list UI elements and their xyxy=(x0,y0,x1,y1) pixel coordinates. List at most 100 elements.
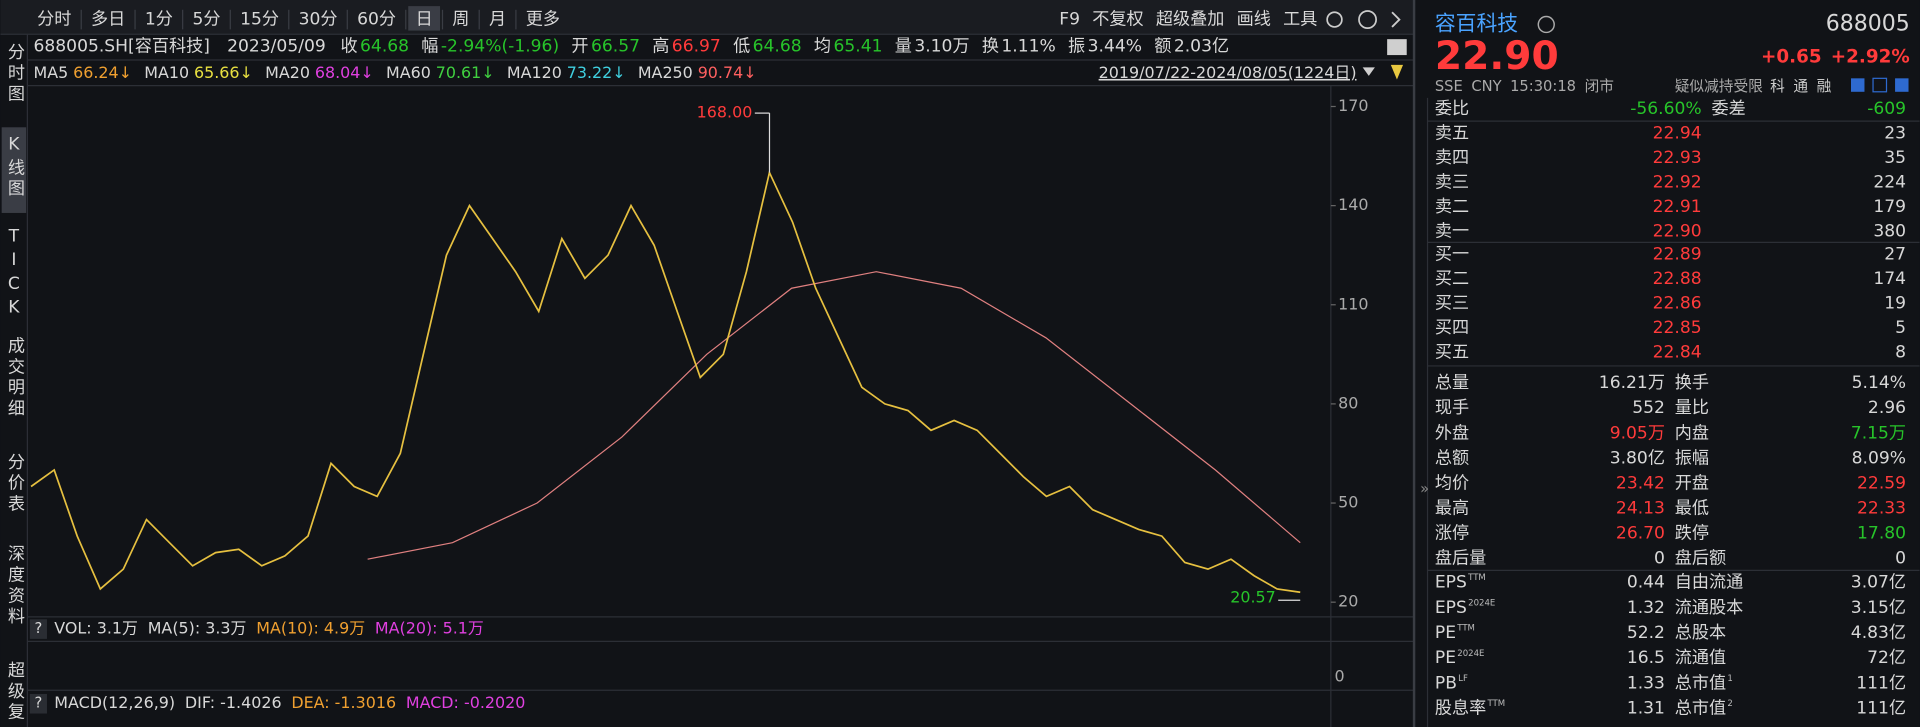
stat-value: 4.83亿 xyxy=(1851,623,1906,643)
stat-label: EPS xyxy=(1435,598,1467,618)
ma-value: 65.66 xyxy=(194,63,240,82)
side-tab[interactable]: 深度资料 xyxy=(4,545,25,628)
period-tab[interactable]: 周 xyxy=(452,10,469,30)
tool-button[interactable]: 不复权 xyxy=(1092,10,1143,30)
y-tick-label: 0 xyxy=(1335,666,1345,685)
side-tab[interactable]: 成交明细 xyxy=(4,337,25,420)
stat-value: 22.33 xyxy=(1857,499,1906,519)
ma-value: 70.61 xyxy=(436,63,482,82)
side-tab[interactable]: 超级复 xyxy=(4,661,25,723)
ob-price: 22.89 xyxy=(1653,245,1702,265)
stock-code: 688005.SH[容百科技] xyxy=(34,37,210,57)
badge: 融 xyxy=(1817,78,1832,95)
ob-price: 22.88 xyxy=(1653,269,1702,289)
stock-code: 688005 xyxy=(1826,11,1910,36)
ob-volume: 380 xyxy=(1873,221,1906,241)
period-tab[interactable]: 15分 xyxy=(240,10,279,30)
date: 2023/05/09 xyxy=(227,37,326,57)
stat-label: EPS xyxy=(1435,573,1467,593)
tool-icon[interactable] xyxy=(1895,78,1909,92)
side-tab[interactable]: 分时图 xyxy=(4,43,25,105)
stat-value: 8.09% xyxy=(1852,448,1906,468)
stat-label: PB xyxy=(1435,673,1457,693)
period-tab[interactable]: 60分 xyxy=(357,10,396,30)
period-tab[interactable]: 月 xyxy=(489,10,506,30)
side-tab[interactable]: K线图 xyxy=(4,135,25,200)
ob-value: -56.60% xyxy=(1630,99,1701,119)
stat-sup: 2 xyxy=(1727,699,1732,709)
stat-label: 现手 xyxy=(1435,398,1469,418)
quote-meta: SSE xyxy=(1435,78,1463,95)
stat-label: 均价 xyxy=(1435,473,1469,493)
stat-label: 涨停 xyxy=(1435,524,1469,544)
stat-label: PE xyxy=(1435,623,1456,643)
ob-price: 22.91 xyxy=(1653,197,1702,217)
tool-icon[interactable] xyxy=(1851,78,1865,92)
last-price: 22.90 xyxy=(1435,34,1559,79)
stat-label: 振幅 xyxy=(1675,448,1709,468)
tool-icon[interactable] xyxy=(1872,77,1888,93)
help-box xyxy=(29,619,47,639)
collapse-icon[interactable]: » xyxy=(1420,481,1429,498)
ma-name: MA60 xyxy=(386,63,431,82)
info-label: 振 xyxy=(1068,37,1085,57)
warning-icon[interactable] xyxy=(1390,64,1404,80)
stat-value: 17.80 xyxy=(1857,524,1906,544)
ma-trend: ↓ xyxy=(360,63,373,82)
tool-button[interactable]: 工具 xyxy=(1283,10,1317,30)
help-button[interactable]: ? xyxy=(35,620,43,637)
period-tab[interactable]: 更多 xyxy=(526,10,560,30)
stat-value: 111亿 xyxy=(1856,673,1906,693)
side-tab[interactable]: TICK xyxy=(4,226,24,321)
next-icon[interactable] xyxy=(1391,11,1401,28)
tool-button[interactable]: 超级叠加 xyxy=(1156,10,1225,30)
y-tick-label: 140 xyxy=(1338,195,1368,214)
stat-value: 111亿 xyxy=(1856,699,1906,719)
date-range[interactable]: 2019/07/22-2024/08/05(1224日) xyxy=(1099,63,1357,82)
stat-label: 盘后额 xyxy=(1675,549,1726,569)
stat-label: 股息率 xyxy=(1435,699,1486,719)
stat-value: 26.70 xyxy=(1616,524,1665,544)
y-tick-label: 170 xyxy=(1338,96,1368,115)
stat-label: 开盘 xyxy=(1675,473,1709,493)
period-tab[interactable]: 30分 xyxy=(299,10,338,30)
ma-name: MA250 xyxy=(638,63,693,82)
ob-level: 卖四 xyxy=(1435,148,1469,168)
info-icon[interactable] xyxy=(1537,15,1555,34)
stat-sup: TTM xyxy=(1456,624,1475,634)
period-tab[interactable]: 5分 xyxy=(192,10,220,30)
side-tab[interactable]: 分价表 xyxy=(4,453,25,515)
stat-value: 52.2 xyxy=(1627,623,1665,643)
ob-volume: 174 xyxy=(1873,269,1906,289)
ob-price: 22.86 xyxy=(1653,294,1702,314)
period-tab[interactable]: 日 xyxy=(416,10,433,30)
ob-level: 卖三 xyxy=(1435,172,1469,192)
tool-button[interactable]: 画线 xyxy=(1237,10,1271,30)
tool-button[interactable]: F9 xyxy=(1059,10,1080,30)
quote-meta: CNY xyxy=(1471,78,1501,95)
settings-icon[interactable] xyxy=(1326,11,1343,28)
stat-sup: TTM xyxy=(1486,699,1505,709)
info-value: 66.57 xyxy=(591,37,640,57)
stat-value: 5.14% xyxy=(1852,373,1906,393)
period-tab[interactable]: 分时 xyxy=(37,10,71,30)
period-tab[interactable]: 多日 xyxy=(91,10,125,30)
ob-price: 22.84 xyxy=(1653,342,1702,362)
dropdown-icon[interactable] xyxy=(1362,67,1375,76)
stat-value: 1.33 xyxy=(1627,673,1665,693)
period-tab[interactable]: 1分 xyxy=(145,10,173,30)
indicator-label: MA(20): 5.1万 xyxy=(375,619,484,638)
stat-value: 72亿 xyxy=(1867,648,1906,668)
quote-meta: 闭市 xyxy=(1585,78,1614,95)
help-icon[interactable] xyxy=(1358,10,1377,30)
info-value: 3.10万 xyxy=(914,37,969,57)
ob-volume: 35 xyxy=(1884,148,1906,168)
stat-value: 1.31 xyxy=(1627,699,1665,719)
stat-label: 换手 xyxy=(1675,373,1709,393)
ob-volume: 179 xyxy=(1873,197,1906,217)
toolbar-icons xyxy=(1326,10,1407,80)
wp-icon[interactable] xyxy=(1387,39,1407,56)
stat-value: 0 xyxy=(1654,549,1665,569)
help-button[interactable]: ? xyxy=(35,695,43,712)
